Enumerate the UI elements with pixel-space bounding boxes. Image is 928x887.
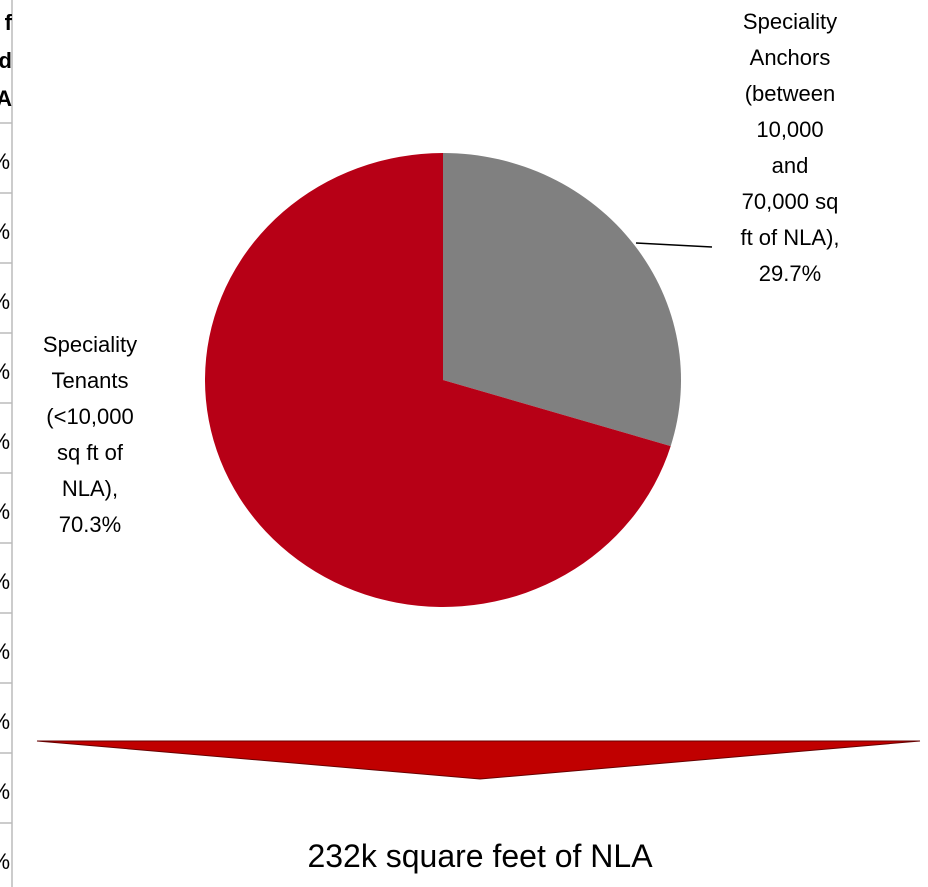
table-header: d [0,48,12,73]
table-cell: % [0,359,10,385]
table-cell: % [0,709,10,735]
pie-slice [443,153,681,447]
table-cell: % [0,639,10,665]
caption: 232k square feet of NLA [307,838,653,874]
pie-slice [205,153,671,607]
leader-line [635,242,713,248]
table-cell: % [0,569,10,595]
table-header: f [4,10,12,35]
table-cell: % [0,849,10,875]
table-cell: % [0,219,10,245]
table-cell: % [0,149,10,175]
data-label: Speciality Anchors (between 10,000 and 7… [740,9,840,286]
data-label: Speciality Tenants (<10,000 sq ft of NLA… [42,332,138,537]
table-cell: % [0,499,10,525]
arrow [36,740,921,780]
table-cell: % [0,429,10,455]
table-header: A [0,86,12,111]
table-cell: % [0,289,10,315]
table-cell: % [0,779,10,805]
